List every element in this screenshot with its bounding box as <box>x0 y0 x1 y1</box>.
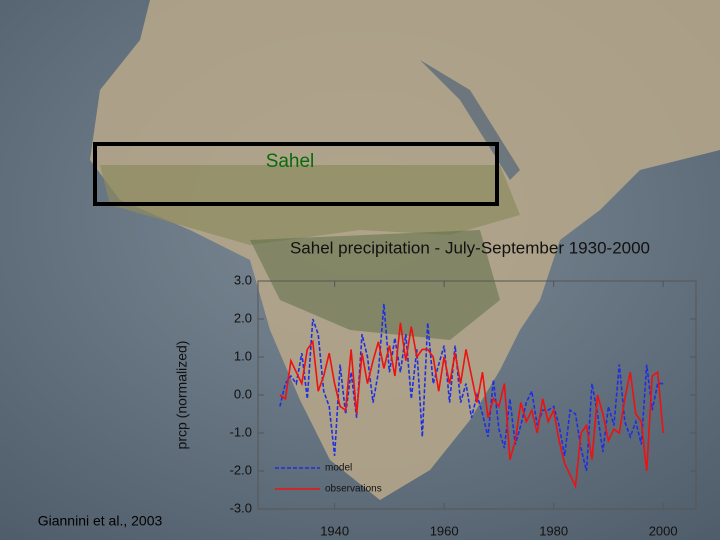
forest <box>250 230 500 340</box>
y-axis-label: prcp (normalized) <box>174 341 190 450</box>
series-line <box>279 322 664 490</box>
sahel-box <box>93 142 499 206</box>
x-tick-label: 1980 <box>539 523 568 538</box>
y-tick-label: -3.0 <box>230 500 252 515</box>
legend-label: observations <box>325 484 382 495</box>
y-tick-label: -1.0 <box>230 424 252 439</box>
series-line <box>279 303 664 472</box>
sahel-label: Sahel <box>266 151 315 172</box>
y-tick-label: -2.0 <box>230 462 252 477</box>
citation: Giannini et al., 2003 <box>38 513 163 529</box>
x-tick-label: 2000 <box>649 523 678 538</box>
chart-title: Sahel precipitation - July-September 193… <box>290 238 650 257</box>
x-tick-label: 1940 <box>320 523 349 538</box>
y-tick-label: 2.0 <box>234 310 252 325</box>
y-tick-label: 0.0 <box>234 386 252 401</box>
legend-label: model <box>325 463 352 474</box>
y-tick-label: 3.0 <box>234 272 252 287</box>
y-tick-label: 1.0 <box>234 348 252 363</box>
x-tick-label: 1960 <box>430 523 459 538</box>
